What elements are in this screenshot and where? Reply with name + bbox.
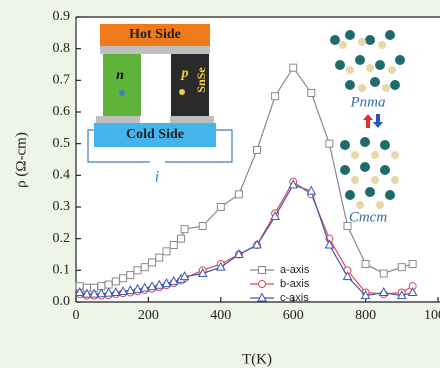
marker xyxy=(235,191,242,198)
y-tick-label: 0.2 xyxy=(53,231,71,246)
legend-label: a-axis xyxy=(280,264,310,276)
marker xyxy=(217,204,224,211)
y-tick-label: 0.0 xyxy=(53,294,71,309)
cold-electrode xyxy=(96,116,140,123)
x-tick-label: 200 xyxy=(138,308,159,323)
x-tick-label: 800 xyxy=(355,308,376,323)
marker xyxy=(149,259,156,266)
carrier xyxy=(119,90,125,96)
x-tick-label: 400 xyxy=(210,308,231,323)
y-tick-label: 0.8 xyxy=(53,41,71,56)
y-tick-label: 0.9 xyxy=(53,9,71,24)
x-tick-label: 1000 xyxy=(424,308,440,323)
marker xyxy=(199,223,206,230)
y-tick-label: 0.6 xyxy=(53,104,71,119)
marker xyxy=(380,270,387,277)
annotation: n xyxy=(116,68,124,83)
marker xyxy=(290,64,297,71)
marker xyxy=(134,267,141,274)
marker xyxy=(127,272,134,279)
annotation: Pnma xyxy=(350,94,386,110)
marker xyxy=(163,248,170,255)
marker xyxy=(105,281,112,288)
carrier xyxy=(179,89,185,95)
y-tick-label: 0.5 xyxy=(53,136,71,151)
x-tick-label: 0 xyxy=(73,308,80,323)
marker xyxy=(409,261,416,268)
marker xyxy=(141,264,148,271)
y-tick-label: 0.4 xyxy=(53,168,71,183)
x-tick-label: 600 xyxy=(283,308,304,323)
y-tick-label: 0.7 xyxy=(53,73,71,88)
cold-electrode xyxy=(170,116,214,123)
marker xyxy=(308,90,315,97)
marker xyxy=(156,254,163,261)
legend-marker xyxy=(259,267,266,274)
marker xyxy=(170,242,177,249)
marker xyxy=(272,93,279,100)
page: {"chart_data": {"type": "line", "x_label… xyxy=(0,0,440,368)
annotation: SnSe xyxy=(194,67,208,93)
marker xyxy=(120,275,127,282)
annotation: Cmcm xyxy=(349,209,387,225)
marker xyxy=(177,235,184,242)
marker xyxy=(254,147,261,154)
marker xyxy=(344,223,351,230)
annotation: i xyxy=(155,169,159,186)
chart: Hot Side Cold Side n p SnSe i Pnma Cmcm … xyxy=(0,0,440,368)
marker xyxy=(398,264,405,271)
annotation: p xyxy=(181,66,189,81)
y-tick-label: 0.1 xyxy=(53,263,71,278)
legend-label: c-axis xyxy=(280,292,309,304)
marker xyxy=(326,140,333,147)
annotation: Cold Side xyxy=(126,127,184,142)
hot-electrode xyxy=(100,46,210,54)
y-tick-label: 0.3 xyxy=(53,199,71,214)
x-axis-label: T(K) xyxy=(242,351,272,367)
legend-label: b-axis xyxy=(280,278,310,290)
annotation: Hot Side xyxy=(129,27,181,42)
marker xyxy=(181,226,188,233)
n-leg xyxy=(103,54,141,116)
marker xyxy=(362,261,369,268)
legend-marker xyxy=(259,281,266,288)
marker xyxy=(112,278,119,285)
y-axis-label: ρ (Ω-cm) xyxy=(13,132,29,188)
